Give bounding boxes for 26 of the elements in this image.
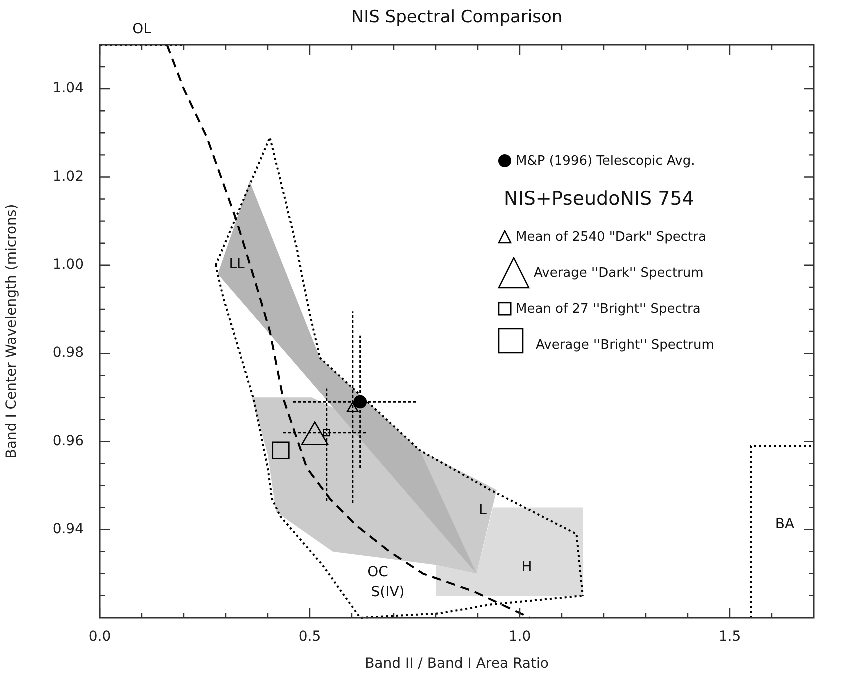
x-axis-title: Band II / Band I Area Ratio xyxy=(365,656,549,672)
y-tick-label: 1.04 xyxy=(52,80,84,97)
y-tick-label: 0.94 xyxy=(52,521,84,538)
annotation: OC xyxy=(368,564,389,581)
x-tick-label: 0.0 xyxy=(88,629,112,646)
y-tick-label: 1.00 xyxy=(52,257,84,274)
legend-label: M&P (1996) Telescopic Avg. xyxy=(516,154,696,168)
y-tick-label: 0.98 xyxy=(52,345,84,362)
x-tick-label: 0.5 xyxy=(298,629,322,646)
annotation: H xyxy=(522,560,532,576)
chart-title: NIS Spectral Comparison xyxy=(351,7,563,28)
y-axis-title: Band I Center Wavelength (microns) xyxy=(4,204,20,459)
annotation: LL xyxy=(229,256,245,273)
annotation: S(IV) xyxy=(371,584,405,601)
legend-label: Average ''Dark'' Spectrum xyxy=(534,266,704,280)
legend-title: NIS+PseudoNIS 754 xyxy=(503,187,696,212)
legend-label: Mean of 2540 "Dark" Spectra xyxy=(516,230,706,244)
legend-label: Mean of 27 ''Bright'' Spectra xyxy=(516,302,701,316)
legend-label: Average ''Bright'' Spectrum xyxy=(536,338,714,352)
annotation: OL xyxy=(132,22,152,38)
x-tick-label: 1.0 xyxy=(508,629,532,646)
y-tick-label: 0.96 xyxy=(52,433,84,450)
annotation: L xyxy=(479,502,488,519)
annotation: BA xyxy=(775,516,796,533)
x-tick-label: 1.5 xyxy=(718,629,742,646)
y-tick-label: 1.02 xyxy=(52,168,84,185)
